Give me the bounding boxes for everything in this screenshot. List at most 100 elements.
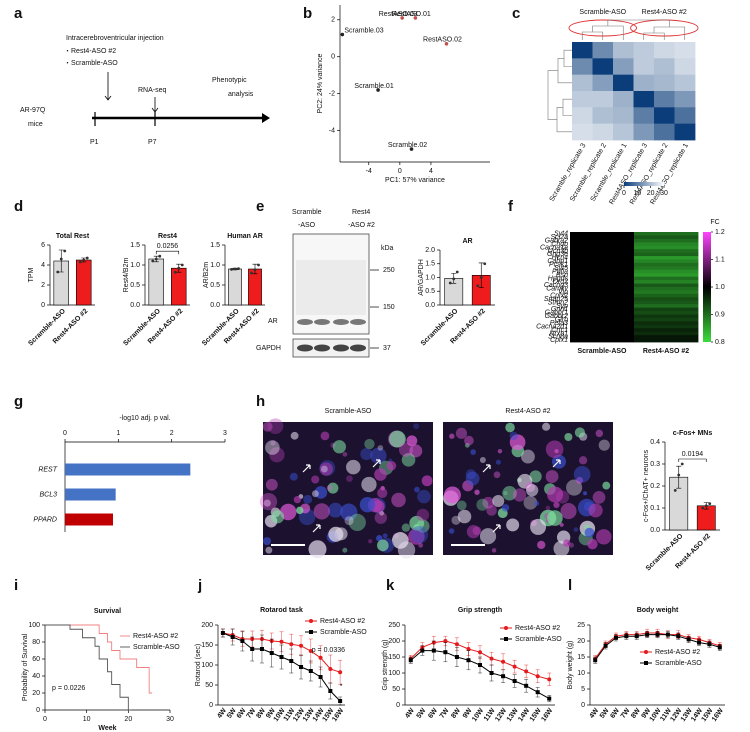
heatmap-cell — [570, 269, 635, 274]
heatmap-cell — [634, 249, 699, 254]
legend-label: Rest4-ASO #2 — [655, 649, 700, 656]
heatmap-cell — [570, 297, 635, 302]
micrograph-cell — [416, 508, 430, 522]
dendrogram — [547, 49, 572, 133]
heatmap-cell — [570, 259, 635, 264]
data-point — [455, 270, 459, 274]
blot-unit: kDa — [381, 245, 394, 252]
y-tick-label: 0.3 — [650, 461, 660, 468]
heatmap-cell — [674, 123, 696, 141]
data-point — [479, 276, 483, 279]
heatmap-cell — [570, 235, 635, 240]
y-axis-label: AR/B2m — [203, 262, 210, 288]
data-point — [289, 659, 294, 663]
heatmap-cell — [634, 304, 699, 309]
micrograph-cell — [311, 490, 319, 498]
heatmap-cell — [674, 58, 696, 76]
data-point — [466, 647, 471, 651]
bar — [228, 268, 242, 306]
row-label: Hpgds — [548, 275, 569, 282]
x-tick-label: 5W — [599, 707, 611, 720]
micrograph-cell — [360, 448, 373, 461]
legend-label: Scramble-ASO — [133, 644, 180, 651]
micrograph-cell — [542, 422, 551, 431]
heatmap-cell — [570, 256, 635, 260]
heatmap-cell — [613, 107, 634, 125]
micrograph-cell — [464, 442, 470, 448]
micrograph-cell — [479, 528, 497, 545]
y-tick-label: 0.4 — [650, 439, 660, 446]
micrograph-cell — [416, 519, 430, 533]
micrograph-cell — [346, 475, 353, 483]
x-tick-label: 14W — [517, 707, 531, 723]
y-tick-label: PPARD — [33, 516, 57, 523]
micrograph-cell — [418, 542, 424, 548]
data-point — [501, 674, 506, 679]
micrograph-cell — [443, 486, 461, 504]
data-point — [376, 88, 380, 92]
y-tick-label: 0 — [581, 702, 585, 709]
heatmap-cell — [633, 123, 655, 141]
micrograph-cell — [342, 547, 348, 553]
x-tick-label: Scramble-ASO — [27, 307, 67, 347]
micrograph-cell — [327, 482, 339, 494]
data-point — [489, 656, 494, 661]
row-label: Syp — [556, 303, 568, 310]
data-point — [717, 645, 722, 650]
y-axis-label: AR/GAPDH — [418, 259, 425, 296]
dendrogram — [581, 19, 686, 40]
y-tick-label: 6 — [41, 242, 45, 249]
x-tick-label: 2 — [170, 430, 174, 437]
timeline-text: ・Scramble-ASO — [64, 60, 118, 67]
heatmap-cell — [613, 123, 634, 141]
micrograph-cell — [503, 490, 508, 496]
micrograph-cell — [340, 503, 358, 521]
legend-marker — [504, 626, 508, 630]
micrograph-cell — [417, 489, 431, 504]
micrograph-cell — [598, 439, 610, 451]
x-tick-label: 4 — [429, 168, 433, 175]
micrograph-cell — [265, 440, 280, 455]
micrograph-cell — [455, 427, 468, 439]
heatmap-cell — [570, 324, 635, 329]
image-title: Rest4-ASO #2 — [505, 408, 550, 415]
blot-band — [314, 344, 330, 352]
heatmap-cell — [592, 58, 614, 76]
micrograph-cell — [413, 423, 420, 430]
micrograph-cell — [364, 438, 375, 450]
data-point — [289, 642, 294, 647]
y-tick-label: 0 — [36, 707, 40, 714]
data-point — [338, 699, 343, 703]
micrograph-cell — [512, 488, 527, 502]
column-label: Scramble-ASO — [577, 348, 627, 355]
row-label: Cplx2 — [550, 292, 568, 299]
y-tick-label: 1.0 — [130, 262, 140, 269]
data-point — [686, 637, 691, 642]
point-label: RestASO.03 — [379, 11, 418, 18]
panel-letter: h — [256, 393, 265, 410]
data-point — [704, 504, 708, 508]
colorbar — [624, 182, 664, 186]
y-tick-label: 25 — [577, 622, 585, 629]
data-point — [431, 648, 436, 653]
legend-label: Rest4-ASO #2 — [515, 625, 560, 632]
heatmap-cell — [592, 74, 614, 92]
heatmap-cell — [570, 314, 635, 319]
micrograph-cell — [506, 518, 520, 532]
point-label: RestASO.02 — [423, 37, 462, 44]
data-point — [708, 502, 712, 505]
point-label: RestASO.01 — [392, 11, 431, 18]
x-tick-label: 7W — [439, 707, 451, 720]
micrograph-cell — [376, 535, 383, 542]
x-tick-label: 8W — [450, 707, 462, 720]
colorbar-label: 20 — [647, 190, 655, 197]
y-axis-label: Rotarod (sec) — [195, 644, 202, 686]
x-tick-label: 9W — [462, 707, 474, 720]
x-tick-label: 1 — [116, 430, 120, 437]
data-point — [665, 632, 670, 637]
significance-mark: * — [340, 683, 343, 690]
data-point — [478, 650, 482, 655]
heatmap-cell — [570, 317, 635, 322]
column-label: Scramble_replicate 2 — [569, 142, 608, 203]
bar — [171, 267, 187, 306]
